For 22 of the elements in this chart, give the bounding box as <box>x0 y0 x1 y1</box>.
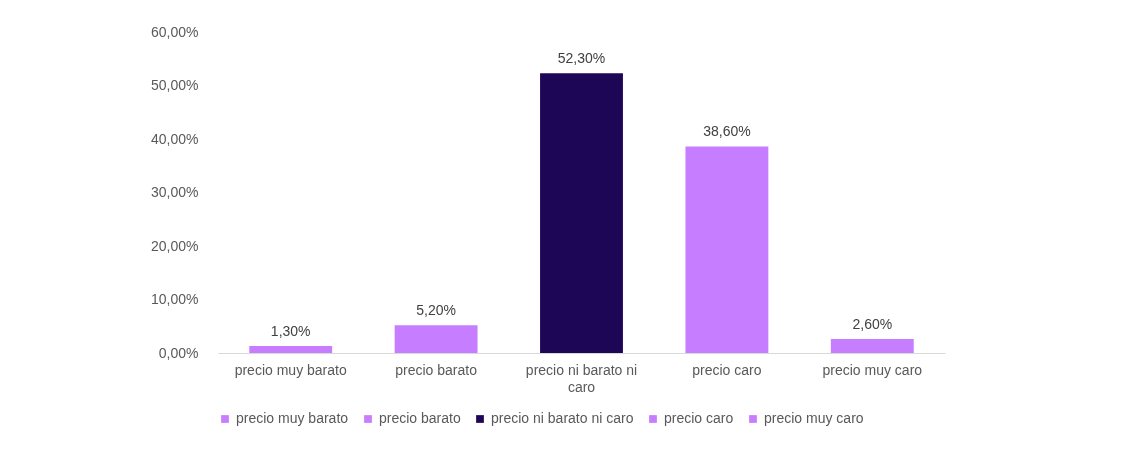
y-tick-label: 60,00% <box>151 23 199 40</box>
x-tick-label: precio barato <box>395 361 478 378</box>
y-tick-label: 40,00% <box>151 130 199 147</box>
y-tick-label: 10,00% <box>151 291 199 307</box>
x-tick-label: precio muy caro <box>822 361 923 378</box>
y-tick-label: 20,00% <box>151 237 199 254</box>
legend-label: precio caro <box>664 410 734 426</box>
x-tick-label: precio muy barato <box>234 361 347 378</box>
legend-label: precio barato <box>379 410 461 426</box>
legend-label: precio muy barato <box>236 410 349 426</box>
x-tick-label: precio ni barato ni caro <box>525 361 638 395</box>
y-tick-label: 50,00% <box>151 77 199 93</box>
data-label: 1,30% <box>270 323 311 340</box>
data-label: 2,60% <box>852 316 893 333</box>
data-label: 38,60% <box>703 123 751 140</box>
legend-label: precio ni barato ni caro <box>491 410 634 426</box>
data-label: 5,20% <box>416 302 456 319</box>
legend-label: precio muy caro <box>764 410 864 426</box>
y-tick-label: 30,00% <box>151 184 199 200</box>
y-tick-label: 0,00% <box>158 344 199 361</box>
x-tick-label: precio caro <box>692 361 762 378</box>
data-label: 52,30% <box>557 50 606 67</box>
